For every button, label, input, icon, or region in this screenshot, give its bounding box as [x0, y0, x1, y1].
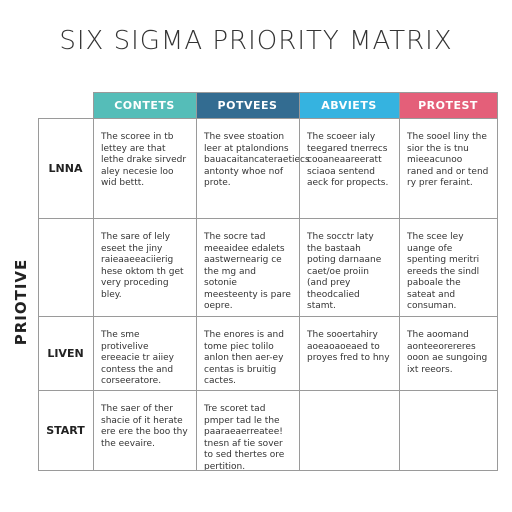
priority-matrix-grid: CONTETS POTVEES ABVIETS PROTEST LNNA LIV…: [38, 92, 500, 472]
matrix-cell: The socctr laty the bastaah poting darna…: [307, 232, 382, 311]
matrix-cell: The saer of ther shacie of it herate ere…: [101, 404, 188, 449]
row-label-1: LNNA: [48, 161, 83, 175]
matrix-cell: Tre scoret tad pmper tad le the paaraeae…: [204, 404, 285, 472]
grid-line: [38, 218, 498, 219]
grid-line: [38, 470, 498, 471]
grid-line: [93, 92, 498, 93]
matrix-cell: The socre tad meeaidee edalets aastwerne…: [204, 232, 291, 311]
matrix-cell: [399, 390, 497, 470]
matrix-cell: The sme protivelive ereeacie tr aiiey co…: [101, 330, 174, 386]
matrix-cell: The sare of lely eseet the jiny raieaaee…: [101, 232, 184, 300]
grid-line: [38, 390, 498, 391]
grid-line: [299, 92, 300, 470]
matrix-cell: The scee ley uange ofe spenting meritri …: [407, 232, 480, 311]
matrix-cell: The enores is and tome piec tolilo anlon…: [204, 330, 284, 386]
matrix-cell: The scoree in tb lettey are that lethe d…: [101, 132, 187, 188]
matrix-title: SIX SIGMA PRIORITY MATRIX: [59, 26, 453, 56]
matrix-cell: The sooertahiry aoeaoaoeaed to proyes fr…: [307, 330, 390, 363]
matrix-cell: The sooel liny the sior the is tnu mieea…: [407, 132, 489, 188]
vertical-axis-label: PRIOTIVE: [8, 232, 34, 372]
row-label-4: START: [46, 423, 85, 437]
row-label-3: LIVEN: [47, 346, 84, 360]
column-header-3: ABVIETS: [299, 92, 399, 118]
column-header-4: PROTEST: [399, 92, 497, 118]
grid-line: [399, 92, 400, 470]
column-header-2: POTVEES: [196, 92, 299, 118]
grid-line: [38, 118, 498, 119]
grid-line: [93, 92, 94, 470]
column-header-1: CONTETS: [93, 92, 196, 118]
grid-line: [38, 316, 498, 317]
matrix-cell: The aoomand aonteeorereres ooon ae sungo…: [407, 330, 488, 375]
grid-line: [196, 92, 197, 470]
vertical-axis-text: PRIOTIVE: [12, 258, 30, 346]
matrix-cell: The svee stoation leer at ptalondions ba…: [204, 132, 310, 188]
matrix-cell: [299, 390, 399, 470]
row-label-2: [38, 218, 93, 316]
grid-line: [38, 118, 39, 470]
matrix-cell: The scoeer ialy teegared tnerrecs cooane…: [307, 132, 389, 188]
grid-line: [497, 92, 498, 470]
